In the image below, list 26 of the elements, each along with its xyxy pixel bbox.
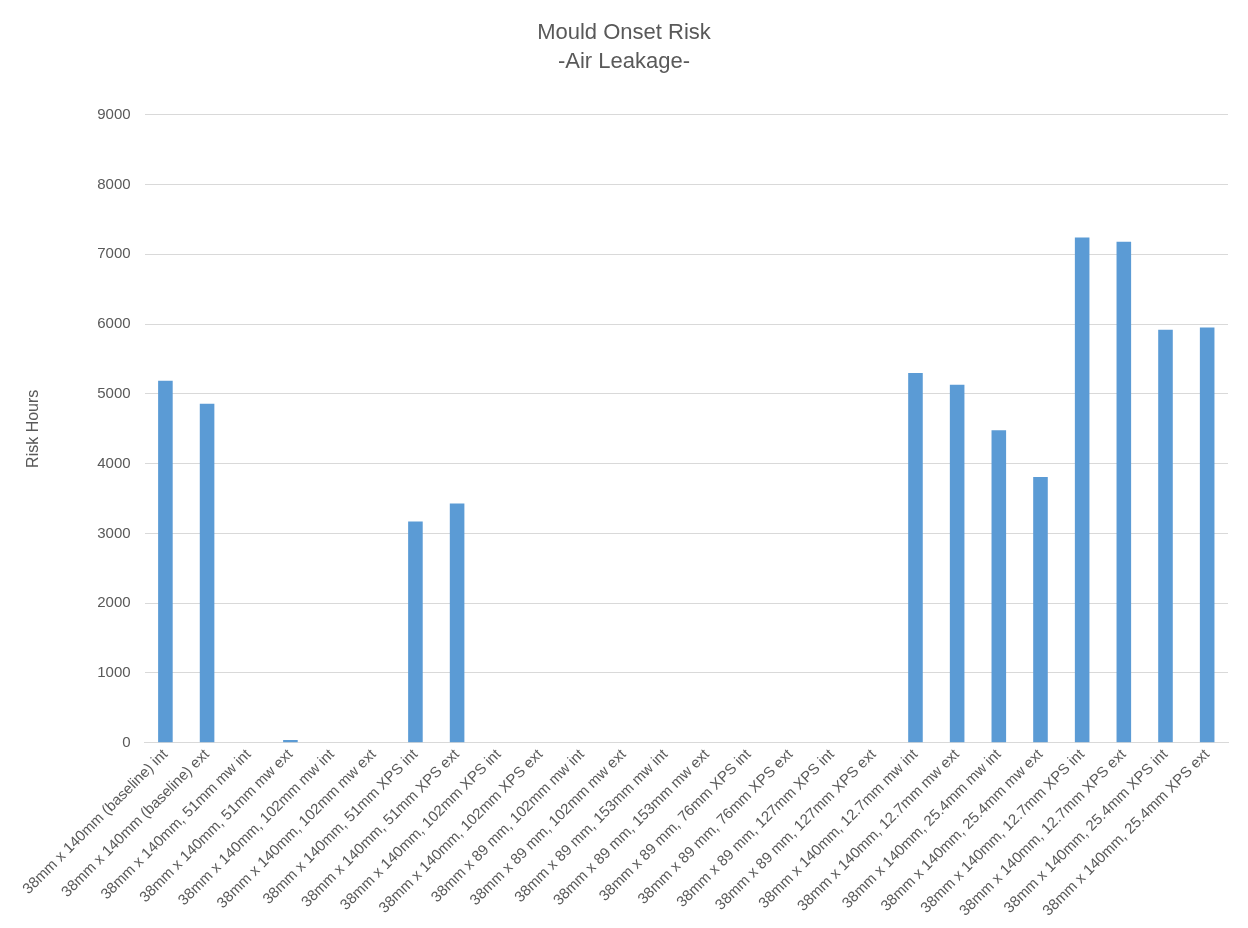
bar (991, 430, 1007, 743)
y-tick-label: 8000 (97, 174, 131, 192)
y-tick-label: 9000 (97, 104, 131, 122)
chart-title: Mould Onset Risk (537, 19, 712, 45)
y-tick-label: 3000 (97, 523, 131, 541)
bar (1033, 476, 1048, 743)
y-tick-label: 4000 (97, 453, 131, 471)
bar (199, 403, 215, 743)
chart-subtitle: -Air Leakage- (557, 47, 691, 73)
y-tick-label: 0 (122, 732, 131, 750)
y-tick-label: 5000 (97, 384, 131, 402)
bar (1158, 329, 1173, 743)
bar (908, 372, 923, 743)
y-axis-title: Risk Hours (24, 389, 42, 468)
bar (1116, 241, 1132, 743)
y-tick-label: 6000 (97, 314, 131, 332)
bar (408, 521, 423, 743)
bar (1074, 237, 1090, 743)
bar (949, 384, 965, 743)
bar (283, 739, 298, 743)
bar (449, 503, 465, 743)
y-tick-label: 2000 (97, 593, 131, 611)
bar (158, 380, 173, 743)
y-tick-label: 7000 (97, 244, 131, 262)
y-tick-label: 1000 (97, 663, 131, 681)
bar (1199, 327, 1215, 743)
